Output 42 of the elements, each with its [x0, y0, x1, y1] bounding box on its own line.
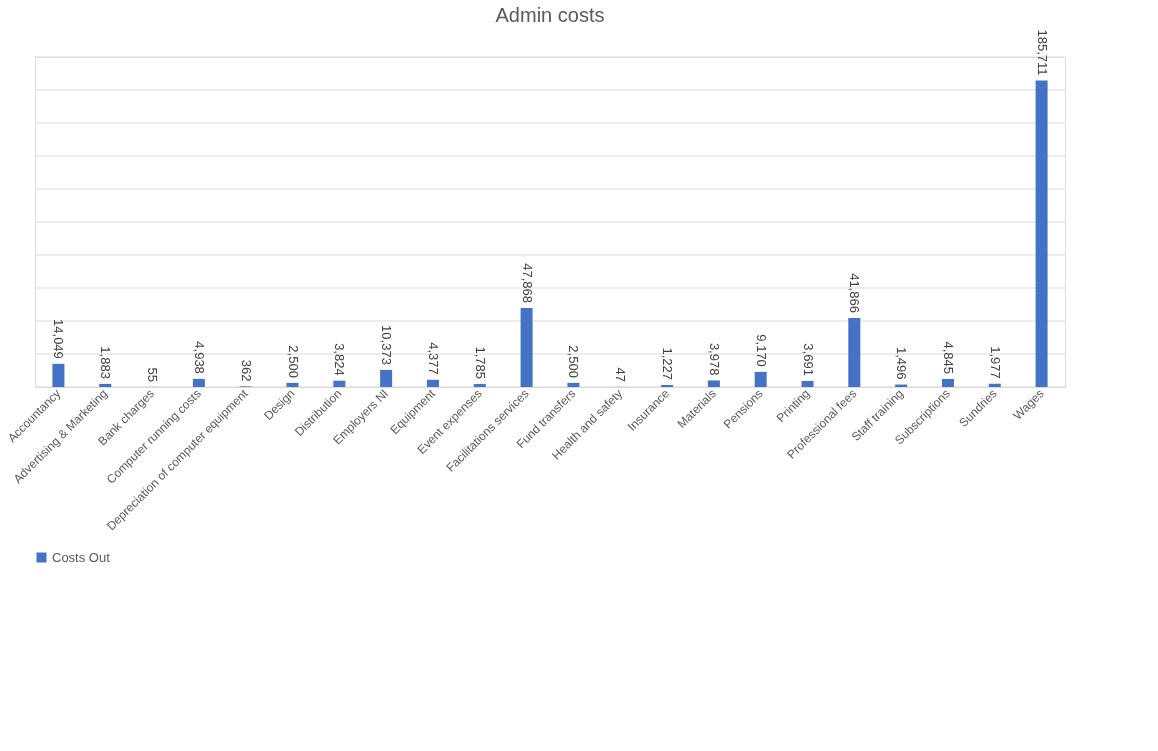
data-label: 9,170 — [753, 334, 769, 367]
bar — [426, 379, 439, 387]
data-label: 362 — [238, 359, 254, 382]
data-label: 55 — [145, 367, 161, 382]
data-label: 3,691 — [800, 343, 816, 376]
bar — [1035, 80, 1048, 387]
bar — [988, 383, 1001, 387]
bar — [848, 317, 861, 387]
bar — [567, 382, 580, 387]
bar — [754, 371, 767, 387]
data-label: 10,373 — [379, 325, 395, 365]
bar — [333, 380, 346, 387]
data-label: 4,938 — [191, 341, 207, 374]
data-label: 1,227 — [660, 347, 676, 380]
data-label: 14,049 — [51, 319, 67, 359]
bar — [801, 380, 814, 387]
bar — [99, 383, 112, 387]
bar — [473, 384, 486, 387]
bar — [52, 363, 65, 387]
data-label: 3,978 — [706, 342, 722, 376]
data-label: 1,496 — [894, 346, 910, 380]
data-label: 47 — [613, 367, 629, 382]
chart-title: Admin costs — [495, 3, 605, 26]
legend-label: Costs Out — [52, 549, 111, 565]
data-label: 1,977 — [987, 346, 1003, 379]
data-label: 47,868 — [519, 263, 535, 304]
bar — [661, 384, 674, 387]
data-label: 4,845 — [940, 341, 956, 375]
data-label: 41,866 — [847, 273, 863, 313]
data-label: 3,824 — [332, 343, 348, 376]
bar — [286, 382, 299, 387]
data-label: 4,377 — [425, 342, 441, 375]
data-label: 2,500 — [566, 345, 582, 378]
data-label: 1,883 — [98, 346, 114, 379]
data-label: 1,785 — [472, 346, 488, 380]
bar — [380, 369, 393, 387]
bar — [192, 378, 205, 387]
bar — [707, 380, 720, 387]
bar — [941, 379, 954, 387]
bar — [520, 308, 533, 387]
data-label: 185,711 — [1034, 29, 1050, 76]
data-label: 2,500 — [285, 345, 301, 378]
